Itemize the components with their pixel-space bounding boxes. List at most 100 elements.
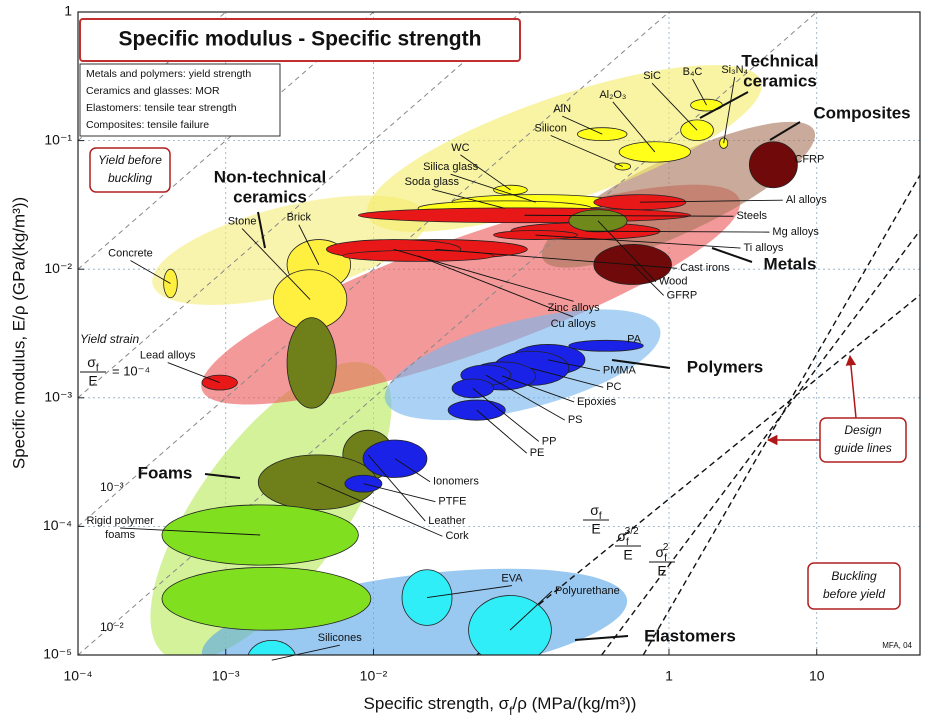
material-label: Stone	[228, 216, 257, 228]
yield-strain-title: Yield strain	[80, 332, 139, 346]
family-label: ceramics	[743, 71, 817, 90]
fraction-numerator: σf3/2	[617, 526, 639, 548]
material-label: Cu alloys	[551, 318, 597, 330]
material-label: CFRP	[794, 154, 824, 166]
grid	[78, 12, 920, 655]
fraction-numerator: σf	[590, 502, 602, 522]
material-bubble	[748, 141, 798, 189]
leader-line	[550, 135, 623, 167]
leader-line	[632, 264, 664, 296]
leader-line	[271, 644, 340, 661]
labels: 10⁻⁴ 10⁻³ 10⁻² 1 10 10⁻⁵ 10⁻⁴ 10⁻³ 10⁻² 10⁻¹ 1 = 10…	[43, 3, 911, 684]
y-tick-label: 10⁻⁵	[43, 646, 72, 662]
x-axis-title: Specific strength, σf/ρ (MPa/(kg/m³))	[364, 694, 637, 718]
material-label: Cast irons	[680, 262, 730, 274]
y-tick-label: 10⁻⁴	[43, 517, 72, 533]
leader-line	[435, 248, 678, 269]
plot-frame	[77, 11, 921, 656]
material-bubble	[680, 119, 714, 142]
x-tick-label: 10⁻²	[360, 668, 388, 684]
material-bubble	[163, 268, 178, 299]
material-bubble	[719, 137, 729, 149]
annotation: Design	[844, 423, 882, 437]
material-label: Al alloys	[786, 194, 827, 206]
leader-line	[639, 199, 783, 203]
annotation-box	[89, 147, 171, 193]
title-box	[79, 18, 521, 62]
material-label: Zinc alloys	[548, 302, 600, 314]
leader-line	[317, 481, 443, 537]
fraction-symbol: σ	[656, 544, 665, 560]
family-label: Technical	[741, 51, 818, 70]
family-envelope	[152, 195, 428, 305]
x-axis-title-part: f	[509, 704, 513, 718]
pointer	[574, 635, 629, 641]
chart-title: Specific modulus - Specific strength	[119, 28, 482, 51]
leader-line	[612, 101, 656, 153]
leader-line	[524, 214, 734, 217]
material-label: AlN	[553, 103, 571, 115]
fraction-subscript: f	[96, 363, 99, 374]
y-tick-label: 1	[64, 3, 72, 19]
y-tick-label: 10⁻³	[44, 389, 72, 405]
leader-line	[167, 362, 220, 383]
leader-line	[535, 234, 741, 249]
leader-line	[241, 228, 311, 300]
x-tick-label: 10⁻³	[212, 668, 240, 684]
notes-box	[79, 63, 281, 137]
material-bubble	[568, 209, 628, 233]
leader-line	[367, 454, 426, 522]
fraction-subscript: f	[626, 537, 629, 548]
family-label: Polymers	[687, 357, 764, 376]
leader-line	[120, 527, 261, 536]
annotation-box	[807, 562, 901, 610]
fraction-symbol: σ	[617, 528, 626, 544]
fraction-subscript: f	[664, 553, 667, 564]
material-label: Polyurethane	[555, 585, 620, 597]
material-label: Al₂O₃	[599, 89, 626, 101]
leader-line	[531, 367, 604, 388]
leader-line	[460, 154, 511, 191]
leader-line	[431, 188, 505, 209]
annotation: guide lines	[834, 441, 891, 455]
strain-label: = 10⁻⁴	[112, 363, 150, 378]
family-label: Metals	[764, 254, 817, 273]
fraction-denominator: E	[88, 373, 97, 389]
annotation-box	[819, 417, 907, 463]
family-label: Non-technical	[214, 167, 326, 186]
pointer	[611, 359, 671, 369]
material-bubble	[161, 566, 372, 631]
pointer	[257, 211, 266, 249]
fraction-denominator: E	[657, 563, 666, 579]
strain-label: 10⁻³	[100, 480, 124, 494]
material-label: Ionomers	[433, 476, 479, 488]
material-label: B₄C	[683, 66, 703, 78]
pointer	[769, 121, 801, 141]
fraction-subscript: f	[599, 511, 602, 522]
leader-line	[450, 173, 536, 203]
material-label: PS	[568, 414, 583, 426]
strain-line	[78, 12, 818, 655]
pointer	[699, 91, 749, 119]
material-label: Mg alloys	[772, 226, 819, 238]
material-label: Silicones	[318, 632, 363, 644]
material-bubble	[568, 339, 644, 352]
material-bubble	[468, 595, 552, 655]
material-label: PA	[627, 334, 642, 346]
material-bubble	[286, 317, 337, 409]
x-axis-title-part: /ρ (MPa/(kg/m³))	[513, 694, 637, 713]
leader-line	[472, 388, 540, 442]
material-bubble	[247, 639, 296, 655]
material-label: Steels	[736, 210, 767, 222]
pointer	[711, 247, 753, 263]
leader-line	[485, 374, 566, 421]
material-label: Silica glass	[423, 161, 479, 173]
family-label: Elastomers	[644, 626, 736, 645]
note: Elastomers: tensile tear strength	[86, 102, 237, 114]
leader-line	[501, 375, 575, 403]
leader-line	[418, 255, 574, 318]
note: Ceramics and glasses: MOR	[86, 85, 220, 97]
material-label: PE	[530, 447, 545, 459]
